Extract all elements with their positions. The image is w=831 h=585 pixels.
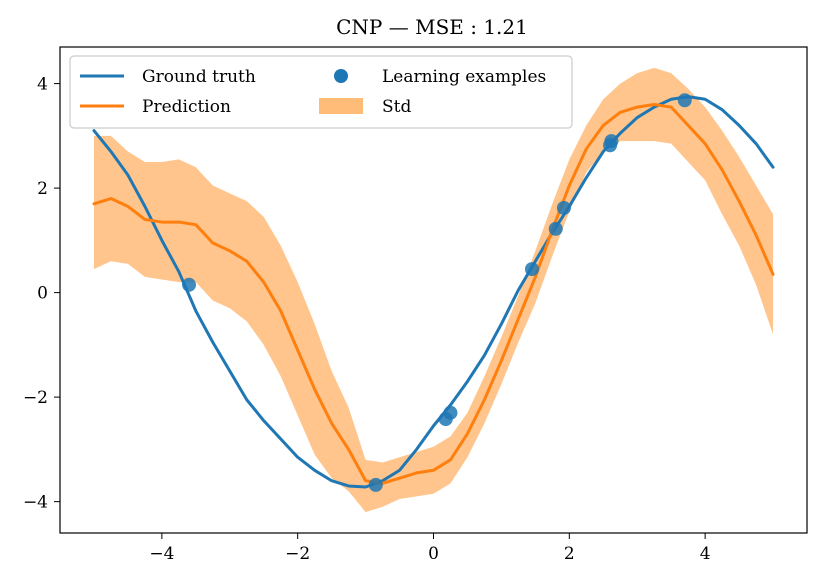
x-tick-label: 4	[700, 544, 711, 564]
y-axis: −4 −2 0 2 4	[23, 75, 60, 513]
learning-example-point	[677, 93, 692, 108]
legend-label-std: Std	[382, 97, 411, 117]
legend-box	[69, 55, 573, 129]
learning-example-point	[368, 477, 383, 492]
legend-handle-std	[319, 98, 363, 114]
legend: Ground truth Prediction Learning example…	[69, 55, 573, 129]
y-tick-label: −2	[23, 388, 48, 408]
plot-area	[59, 46, 808, 534]
learning-example-point	[524, 262, 539, 277]
legend-label-ground-truth: Ground truth	[142, 67, 256, 87]
chart-title: CNP — MSE : 1.21	[336, 15, 528, 39]
legend-label-prediction: Prediction	[142, 97, 231, 117]
legend-label-learning-examples: Learning examples	[382, 67, 546, 87]
series-line-prediction	[92, 102, 775, 485]
learning-example-point	[443, 405, 458, 420]
learning-example-point	[604, 134, 619, 149]
x-tick-label: −4	[149, 544, 174, 564]
y-tick-label: 0	[37, 284, 48, 304]
x-tick-label: −2	[285, 544, 310, 564]
series-line-ground-truth	[92, 95, 775, 489]
x-tick-label: 0	[428, 544, 439, 564]
learning-example-point	[182, 277, 197, 292]
y-tick-label: 4	[37, 75, 48, 95]
learning-example-point	[556, 200, 571, 215]
x-axis: −4 −2 0 2 4	[149, 533, 711, 564]
x-tick-label: 2	[564, 544, 575, 564]
learning-example-point	[548, 221, 563, 236]
legend-handle-learning-examples	[334, 69, 348, 83]
std-band	[93, 67, 774, 513]
y-tick-label: −4	[23, 493, 48, 513]
y-tick-label: 2	[37, 179, 48, 199]
